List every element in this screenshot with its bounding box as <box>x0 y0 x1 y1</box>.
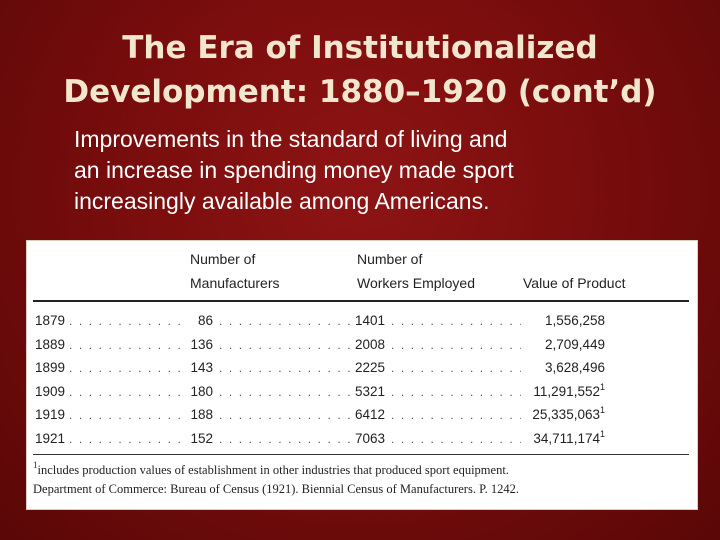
cell-value: 1,556,258 <box>505 311 605 331</box>
dot-leader: . . . . . . . . . . . . . . . . . . . . … <box>69 431 187 446</box>
value-text: 11,291,552 <box>533 383 600 399</box>
slide-title-line-2: Development: 1880–1920 (cont’d) <box>63 74 657 110</box>
table-row: 1899. . . . . . . . . . . . . . . . . . … <box>35 358 689 378</box>
dot-leader: . . . . . . . . . . . . . . . . . . . . … <box>219 361 355 375</box>
header-value: Value of Product <box>523 275 626 291</box>
slide-title: The Era of Institutionalized Development… <box>0 26 720 114</box>
dot-leader: . . . . . . . . . . . . . . . . . . . . … <box>219 314 355 328</box>
dot-leader: . . . . . . . . . . . . . . . . . . . . … <box>69 384 187 399</box>
dot-leader: . . . . . . . . . . . . . . . . . . . . … <box>69 408 187 422</box>
footnote-text: includes production values of establishm… <box>37 463 509 477</box>
cell-year: 1879 <box>35 313 66 328</box>
dot-leader: . . . . . . . . . . . . . . . . . . . . … <box>69 361 187 375</box>
dot-leader: . . . . . . . . . . . . . . . . . . . . … <box>391 337 521 352</box>
table-row: 1909. . . . . . . . . . . . . . . . . . … <box>35 382 689 402</box>
cell-manufacturers: 188 <box>190 407 213 422</box>
dot-leader: . . . . . . . . . . . . . . . . . . . . … <box>391 361 521 375</box>
manufacturing-table: Number of Manufacturers Number of Worker… <box>26 240 698 510</box>
table-row: 1889. . . . . . . . . . . . . . . . . . … <box>35 335 689 355</box>
dot-leader: . . . . . . . . . . . . . . . . . . . . … <box>69 314 187 328</box>
table-row: 1919. . . . . . . . . . . . . . . . . . … <box>35 405 689 425</box>
table-row: 1921. . . . . . . . . . . . . . . . . . … <box>35 429 689 449</box>
cell-value: 2,709,449 <box>505 335 605 355</box>
cell-year: 1899 <box>35 360 66 375</box>
dot-leader: . . . . . . . . . . . . . . . . . . . . … <box>391 314 521 328</box>
header-workers-2: Workers Employed <box>357 275 476 291</box>
table-row: 1879. . . . . . . . . . . . . . . . . . … <box>35 311 689 331</box>
value-text: 2,709,449 <box>544 336 605 352</box>
cell-workers: 6412 <box>355 407 386 422</box>
dot-leader: . . . . . . . . . . . . . . . . . . . . … <box>219 408 355 422</box>
dot-leader: . . . . . . . . . . . . . . . . . . . . … <box>219 431 355 446</box>
dot-leader: . . . . . . . . . . . . . . . . . . . . … <box>69 337 187 352</box>
cell-manufacturers: 86 <box>197 313 213 328</box>
value-footnote-marker: 1 <box>599 405 605 415</box>
value-text: 25,335,063 <box>532 407 600 422</box>
cell-manufacturers: 180 <box>190 383 213 399</box>
dot-leader: . . . . . . . . . . . . . . . . . . . . … <box>219 337 355 352</box>
cell-year: 1909 <box>35 383 66 399</box>
cell-manufacturers: 152 <box>190 430 213 446</box>
cell-workers: 2225 <box>355 360 386 375</box>
cell-manufacturers: 143 <box>190 360 213 375</box>
dot-leader: . . . . . . . . . . . . . . . . . . . . … <box>391 408 521 422</box>
body-line-1: Improvements in the standard of living a… <box>74 126 508 152</box>
dot-leader: . . . . . . . . . . . . . . . . . . . . … <box>391 431 521 446</box>
header-manufacturers-1: Number of <box>190 251 256 267</box>
body-line-2: an increase in spending money made sport <box>74 157 514 183</box>
header-workers-1: Number of <box>357 251 423 267</box>
dot-leader: . . . . . . . . . . . . . . . . . . . . … <box>391 384 521 399</box>
header-rule <box>33 300 689 302</box>
cell-value: 34,711,1741 <box>505 429 605 449</box>
value-footnote-marker: 1 <box>599 428 605 439</box>
cell-manufacturers: 136 <box>190 336 213 352</box>
cell-year: 1921 <box>35 430 66 446</box>
cell-year: 1919 <box>35 407 66 422</box>
dot-leader: . . . . . . . . . . . . . . . . . . . . … <box>219 384 355 399</box>
body-line-3: increasingly available among Americans. <box>74 188 490 214</box>
cell-workers: 1401 <box>355 313 386 328</box>
cell-value: 11,291,5521 <box>505 382 605 402</box>
footnote-marker: 1 <box>33 460 38 470</box>
value-text: 1,556,258 <box>544 313 605 328</box>
slide-title-line-1: The Era of Institutionalized <box>122 30 598 66</box>
cell-workers: 2008 <box>355 336 386 352</box>
cell-year: 1889 <box>35 336 66 352</box>
value-text: 3,628,496 <box>544 360 605 375</box>
cell-workers: 7063 <box>355 430 386 446</box>
slide-body-text: Improvements in the standard of living a… <box>74 124 694 217</box>
source-citation: Department of Commerce: Bureau of Census… <box>33 482 520 496</box>
cell-value: 3,628,496 <box>505 358 605 378</box>
value-footnote-marker: 1 <box>599 381 605 392</box>
cell-workers: 5321 <box>355 383 386 399</box>
table-footnotes: 1includes production values of establish… <box>33 461 519 499</box>
cell-value: 25,335,0631 <box>505 405 605 425</box>
value-text: 34,711,174 <box>533 430 600 446</box>
footer-rule <box>33 454 689 455</box>
footnote-line: 1includes production values of establish… <box>33 461 519 480</box>
header-manufacturers-2: Manufacturers <box>190 275 280 291</box>
